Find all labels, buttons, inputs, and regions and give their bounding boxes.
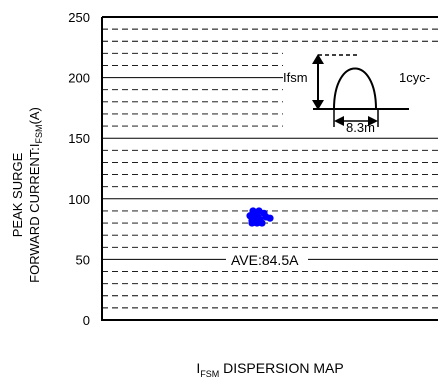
inset-duration-arrow-head-right [368,116,378,126]
y-tick-label: 250 [68,10,90,25]
inset-duration-label: 8.3m [346,120,375,135]
y-tick-labels: 0 50 100 150 200 250 [68,10,90,328]
y-axis-title-line2-subscript: FSM [34,124,44,143]
inset-peak-arrow-head-top [312,54,324,64]
y-tick-label: 50 [76,252,90,267]
y-axis-title-line1: PEAK SURGE [10,152,25,237]
y-tick-label: 150 [68,131,90,146]
y-axis-title: PEAK SURGE FORWARD CURRENT:IFSM(A) [10,107,44,283]
inset-background [283,48,438,134]
data-point [253,219,261,227]
average-label-background [226,251,308,267]
data-point [248,219,256,227]
inset-peak-label: Ifsm [283,70,308,85]
y-tick-label: 200 [68,71,90,86]
x-axis-title-subscript: FSM [200,369,219,379]
inset-peak-arrow-head-bottom [312,100,324,110]
data-point [258,219,266,227]
y-axis-title-line2-suffix: (A) [27,107,42,124]
svg-text:FORWARD CURRENT:IFSM(A): FORWARD CURRENT:IFSM(A) [27,107,44,283]
inset-half-sine-wave [333,67,377,110]
x-axis-title-prefix: I [196,360,200,376]
plot-frame [101,16,438,321]
surge-waveform-inset: Ifsm 1cyc- 8.3m [283,48,438,135]
data-point [266,214,274,222]
average-label: AVE:84.5A [231,252,299,268]
inset-cycle-label: 1cyc- [399,70,430,85]
y-tick-label: 0 [83,313,90,328]
x-axis-title: IFSM DISPERSION MAP [196,360,343,379]
y-axis-title-line2-prefix: FORWARD CURRENT:I [27,143,42,282]
y-tick-label: 100 [68,192,90,207]
svg-text:PEAK SURGE: PEAK SURGE [10,152,25,237]
data-points [246,207,274,227]
x-axis-title-suffix: DISPERSION MAP [219,360,343,376]
inset-duration-arrow-head-left [334,116,344,126]
